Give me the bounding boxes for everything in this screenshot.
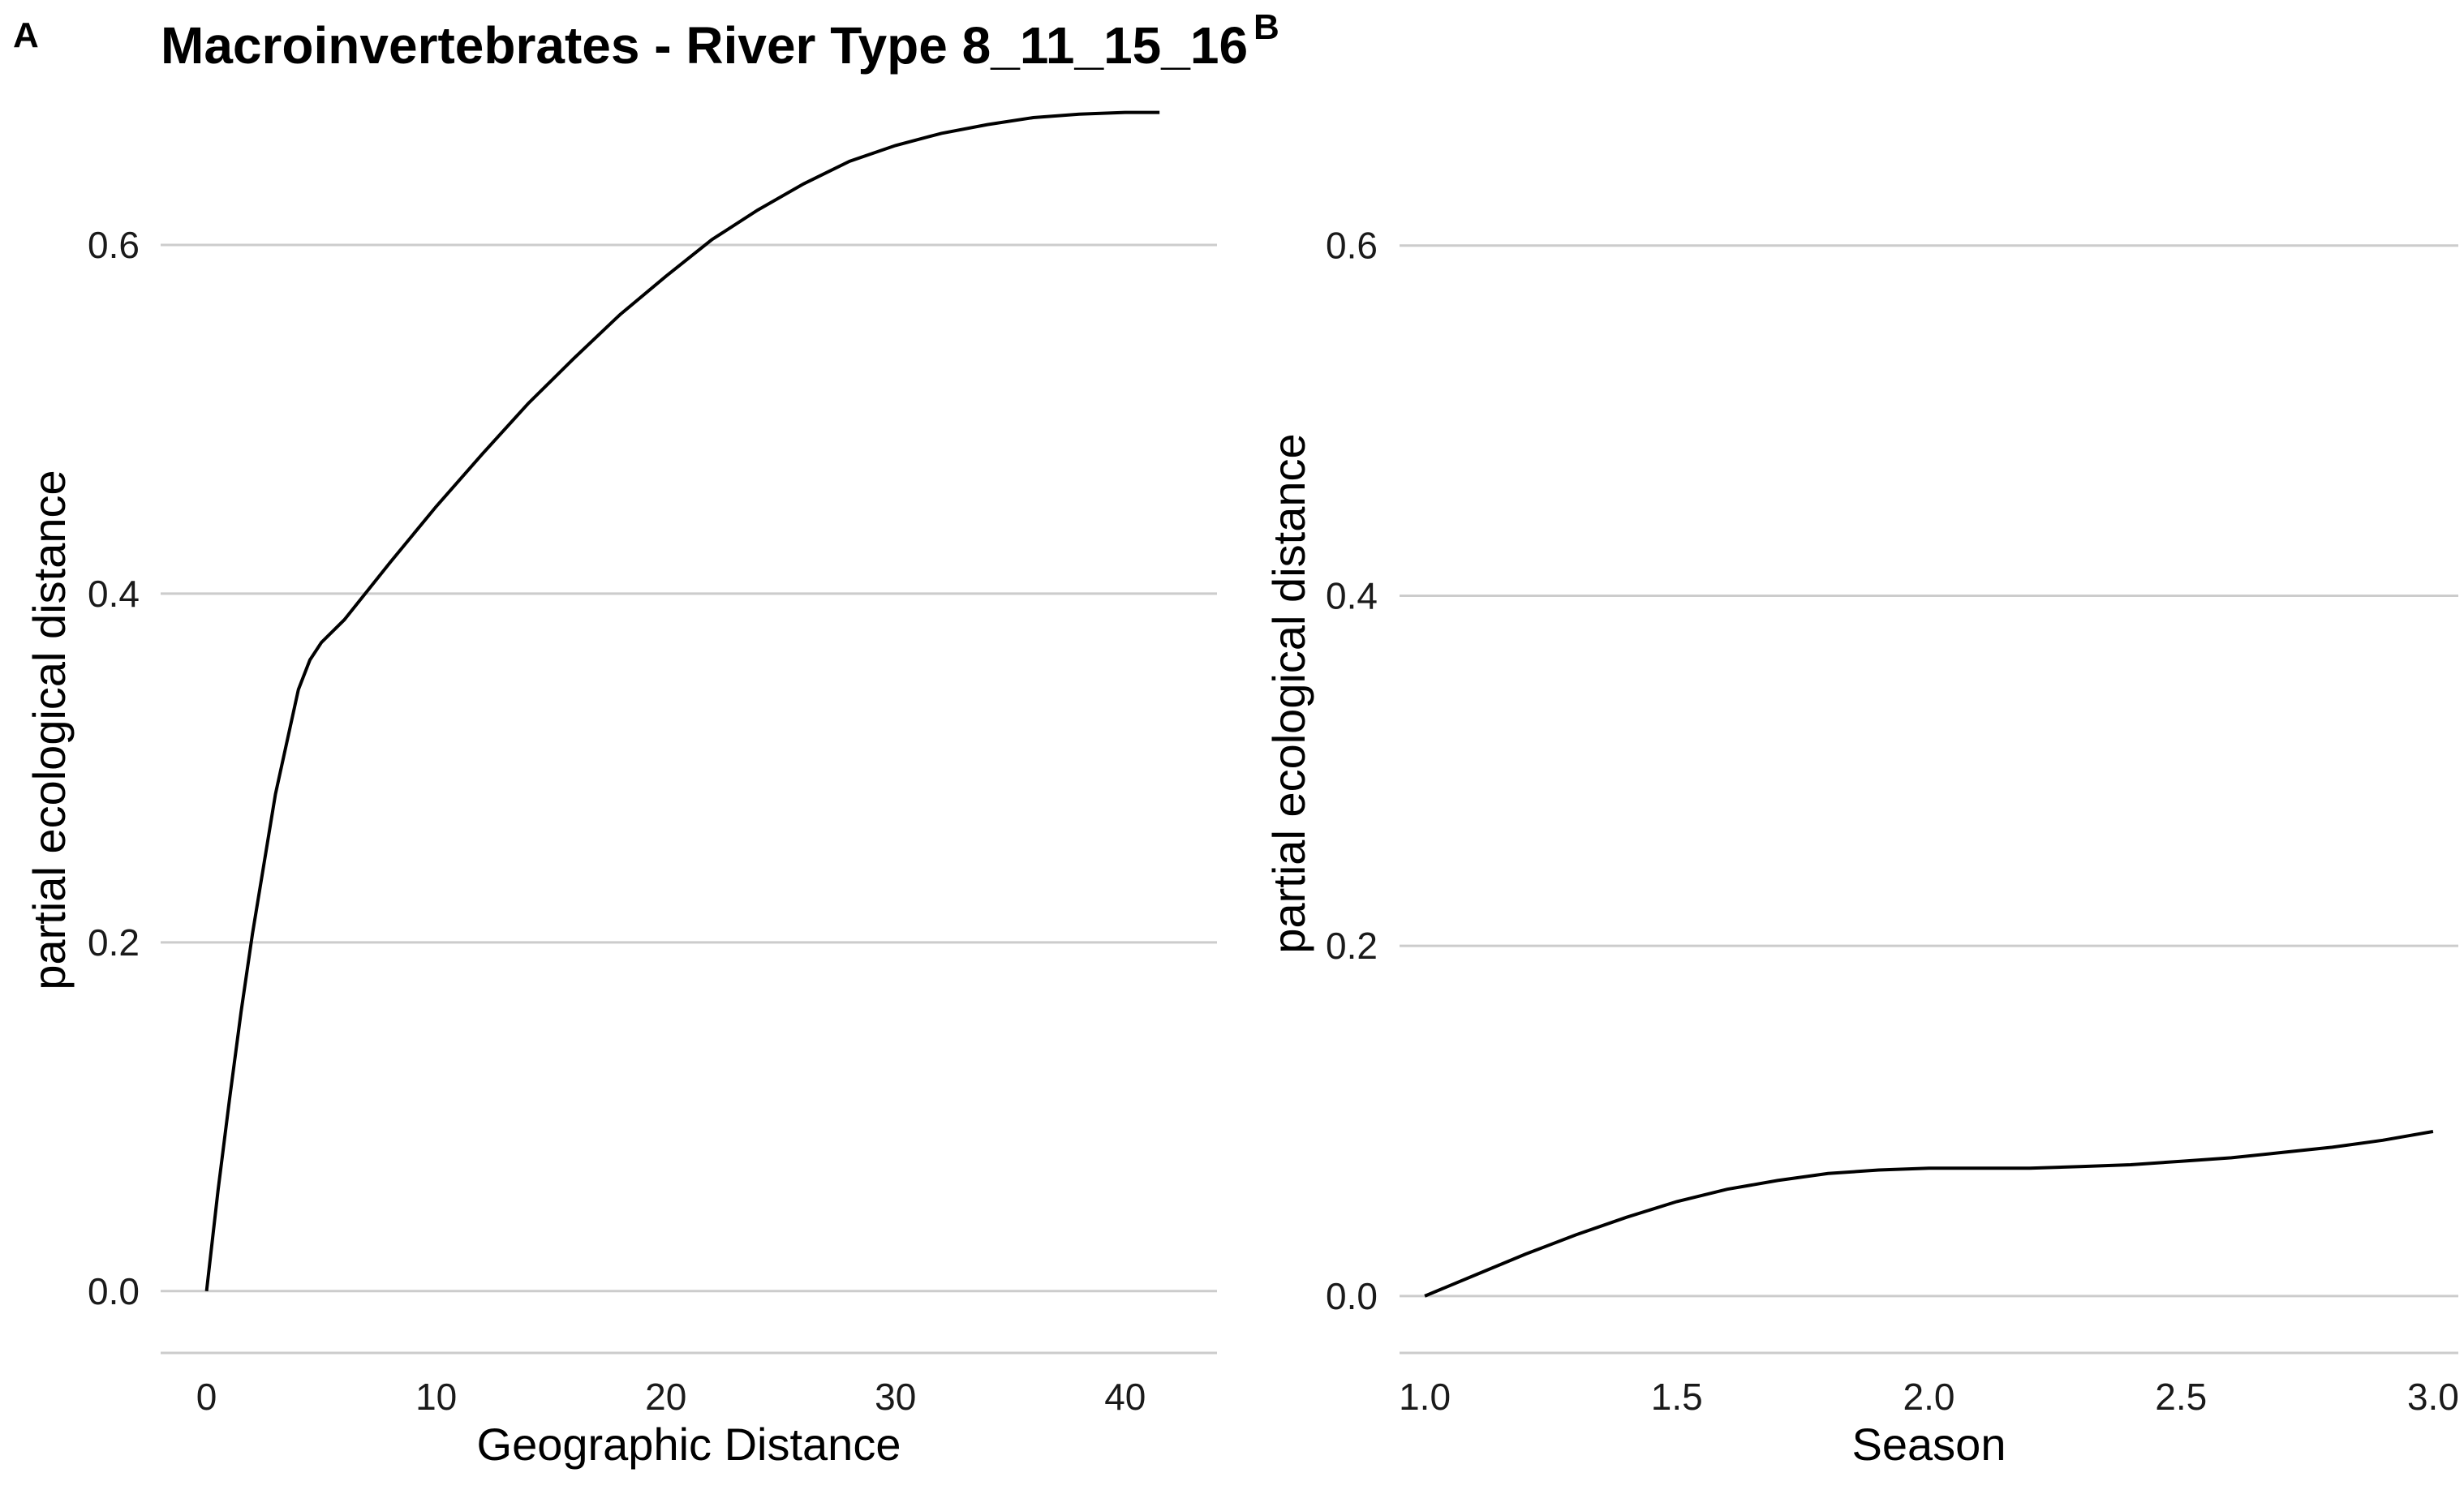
x-tick-label: 40 (1104, 1376, 1146, 1418)
panel-tag: A (13, 15, 39, 55)
y-axis-title: partial ecological distance (1263, 433, 1314, 953)
y-tick-label: 0.2 (88, 921, 140, 964)
y-tick-label: 0.0 (88, 1270, 140, 1312)
y-tick-label: 0.6 (1326, 225, 1378, 267)
y-tick-label: 0.6 (88, 224, 140, 266)
x-tick-label: 1.5 (1651, 1376, 1703, 1418)
x-axis-title: Geographic Distance (477, 1419, 901, 1470)
x-tick-label: 2.5 (2155, 1376, 2207, 1418)
x-tick-label: 2.0 (1903, 1376, 1955, 1418)
x-tick-label: 20 (645, 1376, 686, 1418)
series-line (204, 110, 1160, 1292)
series-line (1424, 1130, 2434, 1298)
panel-tag: B (1254, 7, 1279, 47)
panel-a-plot: A 0.0 0.2 0.4 0.6 0 10 20 30 40 Geographic Distanc… (13, 15, 1217, 1470)
y-axis-title: partial ecological distance (24, 470, 75, 990)
x-tick-label: 3.0 (2407, 1376, 2459, 1418)
panel-b-plot: B 0.0 0.2 0.4 0.6 1.0 1.5 2.0 2.5 3.0 Season partia… (1254, 7, 2459, 1470)
chart-title: Macroinvertebrates - River Type 8_11_15_… (161, 16, 1248, 75)
y-tick-label: 0.4 (88, 573, 140, 615)
y-tick-label: 0.4 (1326, 574, 1378, 616)
y-tick-label: 0.2 (1326, 925, 1378, 967)
x-tick-label: 30 (875, 1376, 916, 1418)
x-tick-label: 10 (415, 1376, 457, 1418)
x-tick-label: 0 (196, 1376, 217, 1418)
x-tick-label: 1.0 (1399, 1376, 1451, 1418)
y-tick-label: 0.0 (1326, 1275, 1378, 1317)
x-axis-title: Season (1852, 1419, 2006, 1470)
